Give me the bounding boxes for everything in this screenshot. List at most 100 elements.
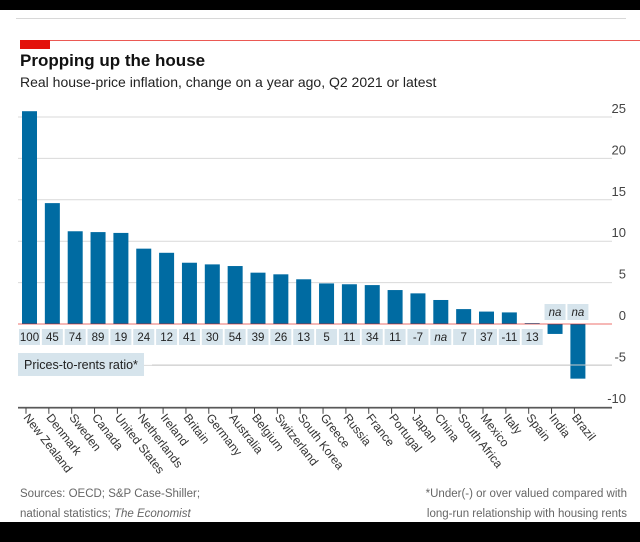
bar-russia xyxy=(341,284,357,324)
ratio-label: 11 xyxy=(389,332,401,344)
footnote-line-1: *Under(-) or over valued compared with xyxy=(425,488,627,500)
ratio-label: -11 xyxy=(501,332,517,344)
ratio-label: 13 xyxy=(297,332,310,344)
bar-india xyxy=(547,324,563,334)
ratio-label-bg xyxy=(64,329,86,345)
sources-note: Sources: OECD; S&P Case-Shiller; nationa… xyxy=(20,484,200,524)
ratio-label: 11 xyxy=(343,332,355,344)
ratio-label-bg xyxy=(316,329,338,345)
y-tick-label: 15 xyxy=(612,184,626,199)
ratio-label: 54 xyxy=(229,332,242,344)
ratio-label-bg xyxy=(178,329,200,345)
ratio-label: 45 xyxy=(46,332,59,344)
ratio-label-bg xyxy=(224,329,246,345)
bar-brazil xyxy=(570,324,586,379)
footnote-line-2: long-run relationship with housing rents xyxy=(426,508,627,520)
ratio-label: na xyxy=(549,307,562,319)
x-tick-label: Brazil xyxy=(569,411,599,443)
y-tick-label: 10 xyxy=(612,225,626,240)
ratio-label-bg xyxy=(41,329,63,345)
bar-china xyxy=(433,299,449,324)
bar-canada xyxy=(90,232,106,324)
ratio-label: 12 xyxy=(160,332,173,344)
ratio-label-bg xyxy=(110,329,132,345)
ratio-label-bg xyxy=(567,304,589,320)
bar-united-states xyxy=(113,232,129,324)
ratio-label: 34 xyxy=(366,332,379,344)
bar-south-korea xyxy=(296,279,312,324)
bar-germany xyxy=(204,264,220,324)
ratio-label-bg xyxy=(361,329,383,345)
bar-new-zealand xyxy=(22,111,37,324)
legend-label: Prices-to-rents ratio* xyxy=(24,358,138,372)
y-tick-label: -5 xyxy=(614,349,626,364)
bar-ireland xyxy=(159,252,175,324)
accent-tab xyxy=(20,40,50,49)
divider xyxy=(16,18,626,19)
ratio-label: 7 xyxy=(460,332,466,344)
ratio-label-bg xyxy=(453,329,475,345)
ratio-label: 89 xyxy=(92,332,105,344)
sources-italic: The Economist xyxy=(113,508,191,520)
ratio-label-bg xyxy=(87,329,109,345)
bar-italy xyxy=(501,312,517,324)
ratio-label: 39 xyxy=(252,332,265,344)
ratio-label: -7 xyxy=(413,332,423,344)
ratio-label: 26 xyxy=(274,332,287,344)
bar-portugal xyxy=(387,290,403,324)
ratio-label: 13 xyxy=(526,332,539,344)
ratio-label-bg xyxy=(156,329,178,345)
bar-mexico xyxy=(479,311,494,324)
ratio-label-bg xyxy=(384,329,406,345)
ratio-label-bg xyxy=(476,329,497,345)
ratio-label: 41 xyxy=(183,332,196,344)
ratio-label: na xyxy=(434,332,447,344)
ratio-label: na xyxy=(572,307,585,319)
chart-subtitle: Real house-price inflation, change on a … xyxy=(20,74,437,90)
ratio-label-bg xyxy=(19,329,40,345)
bar-denmark xyxy=(44,203,60,324)
bar-greece xyxy=(319,283,335,324)
ratio-label-bg xyxy=(521,329,543,345)
ratio-label: 37 xyxy=(480,332,493,344)
ratio-label-bg xyxy=(270,329,292,345)
ratio-label-bg xyxy=(338,329,360,345)
y-tick-label: 25 xyxy=(612,101,626,116)
ratio-label-bg xyxy=(430,329,452,345)
ratio-label: 24 xyxy=(137,332,150,344)
x-tick-label: Spain xyxy=(523,411,553,444)
bar-britain xyxy=(181,262,197,324)
sources-text: national statistics; xyxy=(20,508,114,520)
ratio-label: 19 xyxy=(115,332,128,344)
ratio-label-bg xyxy=(247,329,269,345)
ratio-label: 5 xyxy=(323,332,329,344)
footnote: *Under(-) or over valued compared with l… xyxy=(426,484,627,524)
sources-line-1: Sources: OECD; S&P Case-Shiller; xyxy=(20,488,201,500)
ratio-label: 30 xyxy=(206,332,219,344)
ratio-label-bg xyxy=(544,304,566,320)
y-tick-label: 20 xyxy=(612,142,626,157)
y-tick-label: -10 xyxy=(607,391,626,406)
bar-japan xyxy=(410,293,426,324)
ratio-label-bg xyxy=(133,329,155,345)
bar-belgium xyxy=(250,272,266,324)
legend-box xyxy=(18,353,144,376)
bar-switzerland xyxy=(273,274,289,324)
ratio-label-bg xyxy=(407,329,429,345)
y-tick-label: 0 xyxy=(619,308,626,323)
bar-sweden xyxy=(67,231,83,324)
chart-title: Propping up the house xyxy=(20,51,206,70)
y-tick-label: 5 xyxy=(619,267,626,282)
ratio-label-bg xyxy=(201,329,223,345)
ratio-label-bg xyxy=(498,329,520,345)
bar-south-africa xyxy=(456,309,472,324)
accent-rule xyxy=(20,40,640,41)
bar-chart: 25 20 15 10 5 0 -5 -10 100 45 74 89 19 24 12 41 30 54 39 26… xyxy=(18,101,626,476)
bar-france xyxy=(364,285,380,324)
ratio-label: 100 xyxy=(20,332,39,344)
bar-netherlands xyxy=(136,248,152,324)
ratio-label: 74 xyxy=(69,332,82,344)
sources-line-2: national statistics; The Economist xyxy=(20,504,200,524)
chart-card: Propping up the house Real house-price i… xyxy=(0,10,640,522)
bar-australia xyxy=(227,266,243,324)
